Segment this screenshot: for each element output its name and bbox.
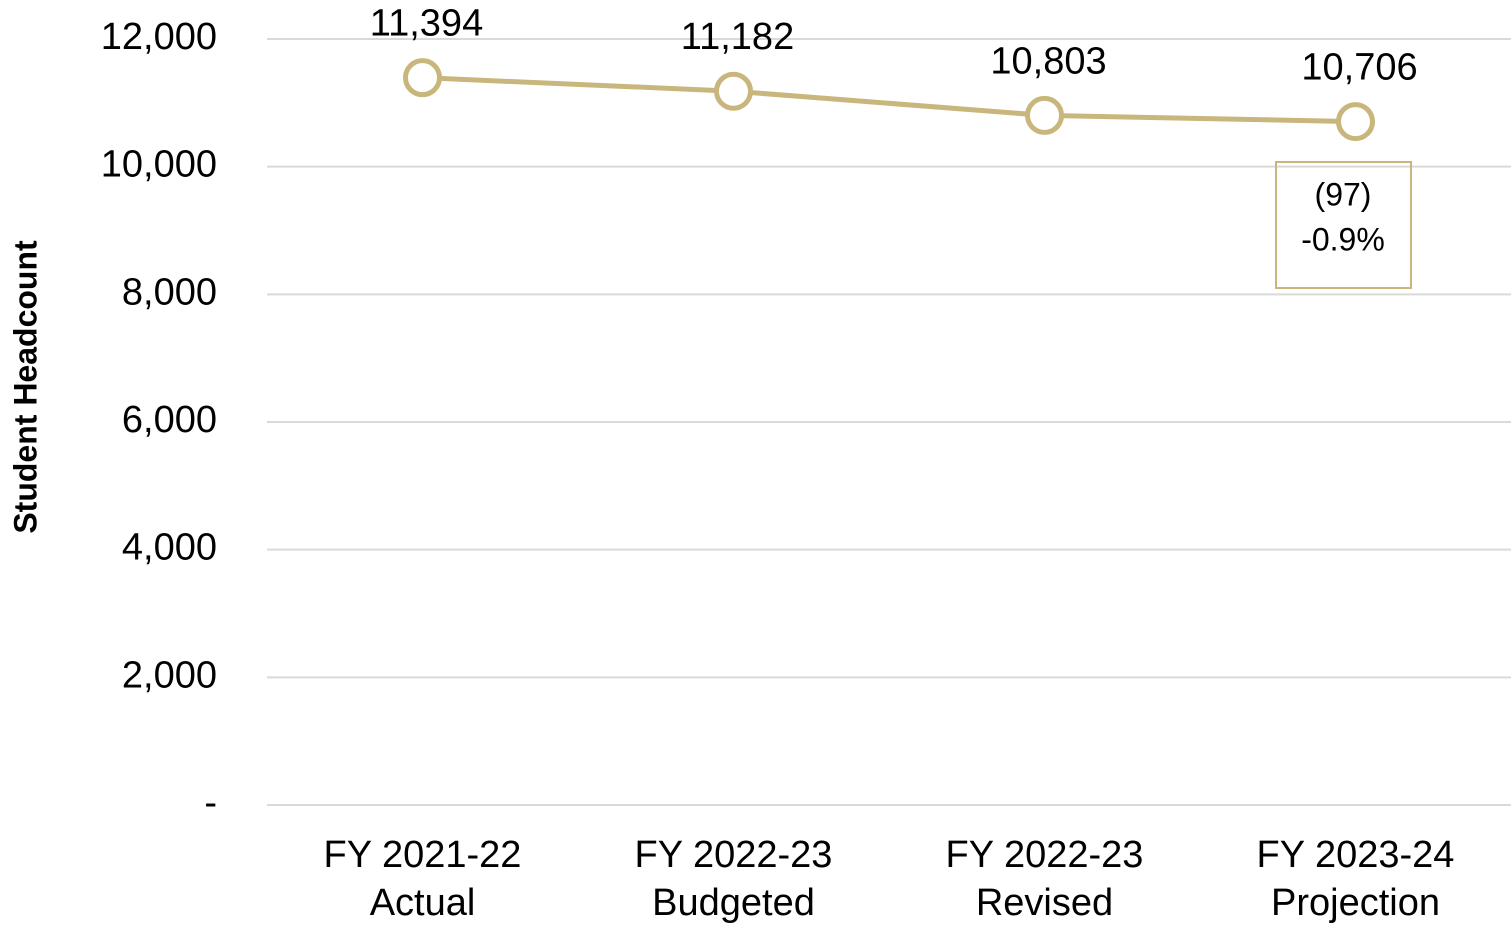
x-tick-label: FY 2022-23 (635, 834, 833, 876)
annotation-text: -0.9% (1301, 221, 1385, 257)
data-label: 11,394 (370, 3, 483, 45)
y-axis-label: Student Headcount (7, 240, 43, 534)
x-tick-label: Projection (1271, 882, 1440, 924)
x-tick-label: FY 2021-22 (324, 834, 522, 876)
x-tick-label: Actual (370, 882, 476, 924)
marker (403, 58, 442, 98)
x-tick-label: Budgeted (652, 882, 815, 924)
annotation-box (1275, 161, 1412, 289)
y-tick-label: 12,000 (101, 16, 217, 58)
x-tick-label: FY 2022-23 (946, 834, 1144, 876)
y-tick-label: - (204, 782, 217, 824)
marker (1336, 102, 1375, 142)
line (422, 75, 1356, 125)
y-tick-label: 4,000 (122, 527, 217, 569)
data-label: 11,182 (681, 16, 794, 58)
annotation-text: (97) (1315, 176, 1372, 212)
y-tick-label: 10,000 (101, 144, 217, 186)
y-tick-label: 2,000 (122, 654, 217, 696)
x-tick-label: Revised (976, 882, 1113, 924)
marker (714, 71, 753, 111)
data-label: 10,706 (1301, 47, 1417, 89)
x-tick-label: FY 2023-24 (1257, 834, 1455, 876)
y-tick-label: 8,000 (122, 271, 217, 313)
marker (1025, 95, 1064, 135)
data-label: 10,803 (990, 40, 1106, 82)
y-tick-label: 6,000 (122, 399, 217, 441)
